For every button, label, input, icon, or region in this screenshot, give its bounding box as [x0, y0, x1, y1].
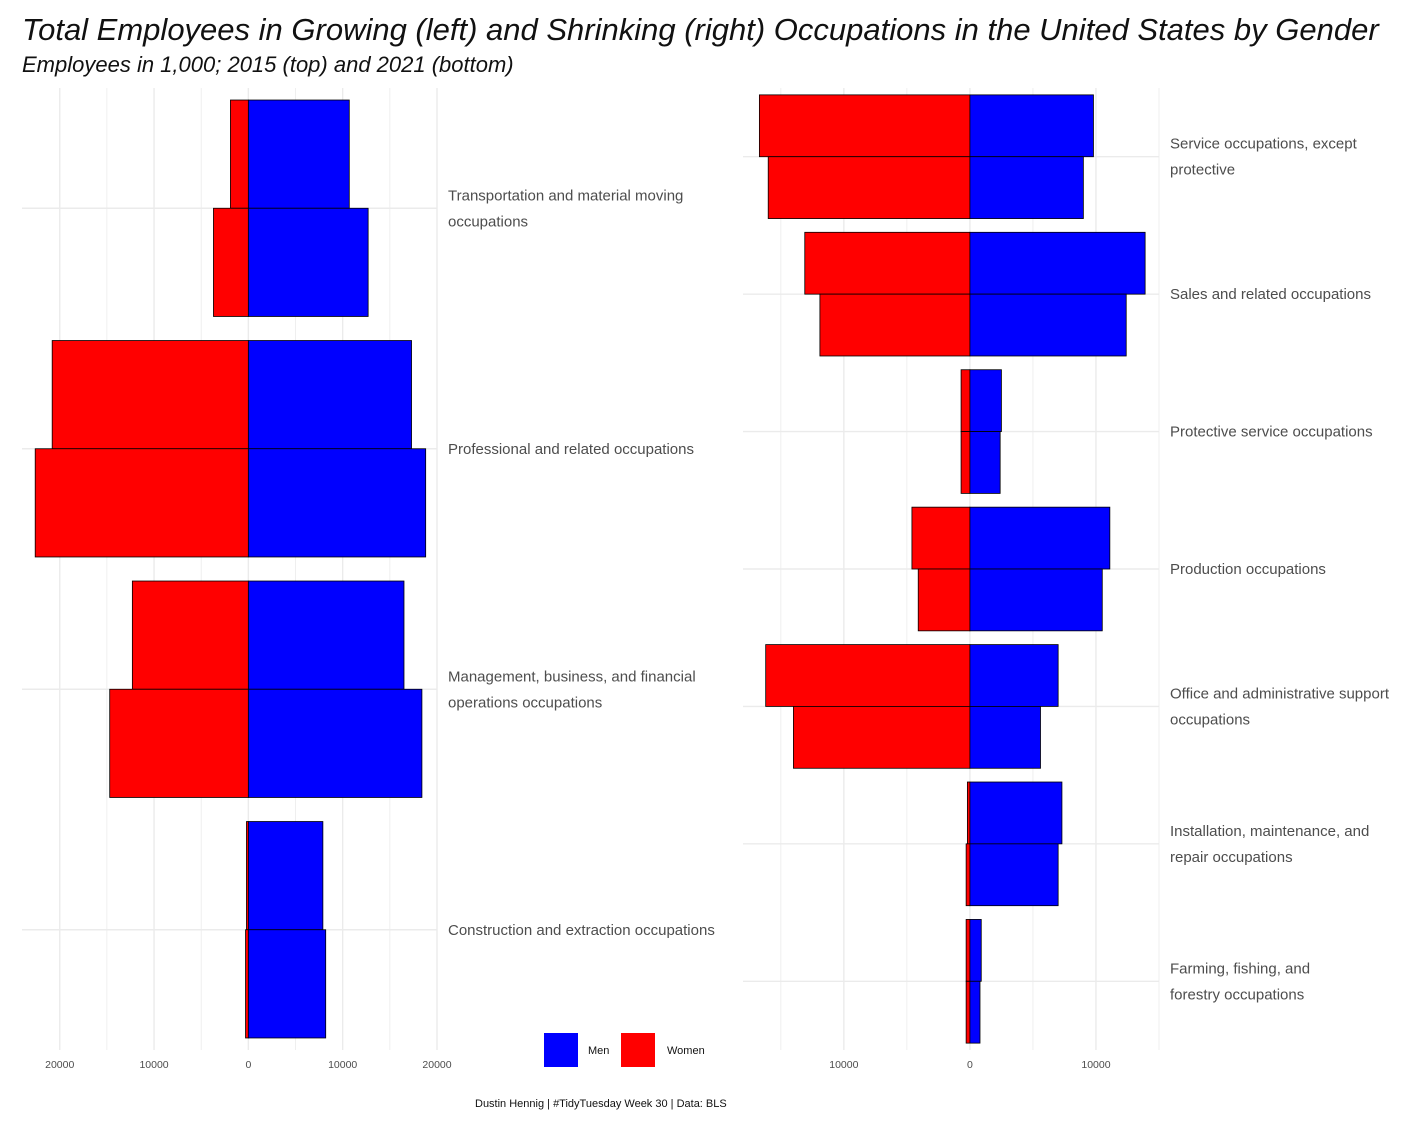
bar-women-2015-farming-fishing-and-forestry-occupations [965, 919, 971, 982]
category-label-line: Management, business, and financial [448, 668, 696, 685]
category-label: Office and administrative support occupat… [1170, 685, 1390, 728]
category-label-line: Professional and related occupations [448, 441, 694, 458]
bar-men-2021-construction-and-extraction-occupations [247, 929, 327, 1039]
x-tick-label: 10000 [829, 1059, 858, 1071]
bar-men-2015-installation-maintenance-and-repair-occupations [969, 781, 1063, 845]
bar-women-2021-sales-and-related-occupations [819, 293, 971, 357]
bar-men-2015-professional-and-related-occupations [247, 340, 412, 450]
category-label-line: operations occupations [448, 694, 602, 711]
bar-women-2015-sales-and-related-occupations [804, 231, 971, 295]
legend-label-women: Women [667, 1045, 705, 1057]
bar-men-2015-construction-and-extraction-occupations [247, 821, 324, 931]
category-label: Production occupations [1170, 561, 1326, 578]
category-label-line: Protective service occupations [1170, 424, 1373, 441]
category-label-line: Office and administrative support [1170, 685, 1390, 702]
bar-men-2021-service-occupations-except-protective [969, 156, 1084, 219]
bar-women-2015-service-occupations-except-protective [758, 94, 971, 158]
bar-men-2021-production-occupations [969, 568, 1103, 632]
bar-men-2021-transportation-and-material-moving-occupations [247, 207, 369, 317]
chart-title: Total Employees in Growing (left) and Sh… [22, 12, 1379, 47]
bar-men-2015-production-occupations [969, 506, 1111, 570]
bar-women-2015-office-and-administrative-support-occupations [765, 644, 971, 707]
x-tick-label: 10000 [1081, 1059, 1110, 1071]
bar-women-2021-protective-service-occupations [960, 431, 971, 494]
bar-women-2021-management-business-and-financial-operations-occupations [109, 688, 249, 798]
x-tick-label: 0 [245, 1059, 251, 1071]
category-label-line: Construction and extraction occupations [448, 922, 715, 939]
bar-women-2015-management-business-and-financial-operations-occupations [131, 580, 249, 690]
legend-swatch-men [544, 1033, 578, 1067]
category-label-line: protective [1170, 162, 1235, 179]
bar-women-2021-transportation-and-material-moving-occupations [213, 207, 249, 317]
bar-men-2021-farming-fishing-and-forestry-occupations [969, 980, 981, 1044]
bar-men-2015-management-business-and-financial-operations-occupations [247, 580, 405, 690]
category-label-line: forestry occupations [1170, 986, 1304, 1003]
bar-men-2021-sales-and-related-occupations [969, 293, 1127, 357]
category-label: Farming, fishing, and forestry occupation… [1170, 960, 1310, 1003]
bar-women-2021-office-and-administrative-support-occupations [793, 706, 971, 769]
x-tick-label: 20000 [45, 1059, 74, 1071]
category-label: Protective service occupations [1170, 424, 1373, 441]
category-label-line: occupations [1170, 711, 1250, 728]
category-label: Transportation and material moving occupa… [448, 187, 683, 230]
category-label: Professional and related occupations [448, 441, 694, 458]
right-panel-shrinking-occupations: Service occupations, except protective Sal… [743, 88, 1390, 1071]
category-label-line: occupations [448, 213, 528, 230]
category-label: Management, business, and financial opera… [448, 668, 696, 711]
legend-label-men: Men [588, 1045, 609, 1057]
category-label-line: Installation, maintenance, and [1170, 823, 1369, 840]
bar-women-2021-service-occupations-except-protective [767, 156, 971, 219]
bar-men-2015-farming-fishing-and-forestry-occupations [969, 919, 982, 982]
bar-women-2021-production-occupations [917, 568, 971, 632]
bar-men-2021-professional-and-related-occupations [247, 448, 427, 558]
bar-men-2021-installation-maintenance-and-repair-occupations [969, 843, 1059, 907]
x-tick-label: 10000 [139, 1059, 168, 1071]
category-label: Installation, maintenance, and repair occ… [1170, 823, 1369, 866]
category-label: Sales and related occupations [1170, 286, 1371, 303]
category-label-line: Production occupations [1170, 561, 1326, 578]
bar-women-2015-professional-and-related-occupations [51, 340, 249, 450]
category-label-line: Service occupations, except [1170, 136, 1358, 153]
category-label-line: repair occupations [1170, 849, 1293, 866]
left-panel-growing-occupations: Transportation and material moving occupa… [22, 88, 715, 1071]
bar-men-2015-protective-service-occupations [969, 369, 1002, 432]
bar-women-2015-transportation-and-material-moving-occupations [230, 99, 249, 209]
legend-swatch-women [621, 1033, 655, 1067]
chart-caption: Dustin Hennig | #TidyTuesday Week 30 | D… [475, 1098, 727, 1110]
bar-women-2015-protective-service-occupations [960, 369, 971, 432]
category-label-line: Farming, fishing, and [1170, 960, 1310, 977]
category-label-line: Sales and related occupations [1170, 286, 1371, 303]
category-label: Construction and extraction occupations [448, 922, 715, 939]
bar-men-2015-service-occupations-except-protective [969, 94, 1094, 158]
bar-women-2021-farming-fishing-and-forestry-occupations [965, 980, 971, 1044]
bar-men-2015-transportation-and-material-moving-occupations [247, 99, 350, 209]
bar-men-2021-protective-service-occupations [969, 431, 1001, 494]
bar-women-2021-construction-and-extraction-occupations [245, 929, 249, 1039]
bar-women-2021-professional-and-related-occupations [34, 448, 249, 558]
bar-men-2015-office-and-administrative-support-occupations [969, 644, 1059, 707]
legend: Men Women [544, 1033, 705, 1067]
bar-women-2015-production-occupations [911, 506, 971, 570]
x-tick-label: 20000 [422, 1059, 451, 1071]
x-tick-label: 10000 [328, 1059, 357, 1071]
chart-subtitle: Employees in 1,000; 2015 (top) and 2021 … [22, 52, 514, 77]
x-tick-label: 0 [967, 1059, 973, 1071]
bar-women-2021-installation-maintenance-and-repair-occupations [965, 843, 971, 907]
bar-men-2021-office-and-administrative-support-occupations [969, 706, 1041, 769]
category-label-line: Transportation and material moving [448, 187, 683, 204]
category-label: Service occupations, except protective [1170, 136, 1358, 179]
bar-men-2015-sales-and-related-occupations [969, 231, 1146, 295]
bar-men-2021-management-business-and-financial-operations-occupations [247, 688, 423, 798]
